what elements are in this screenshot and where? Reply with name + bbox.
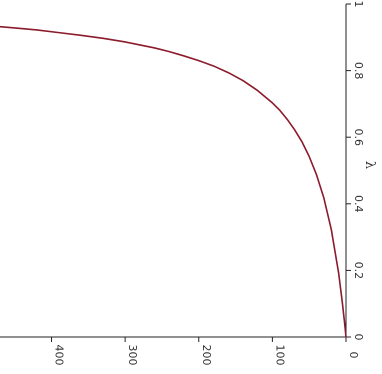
y-tick-label: 0.6 [352, 128, 365, 146]
x-tick-label: 200 [200, 345, 213, 366]
y-tick-label: 0.4 [352, 195, 365, 213]
y-tick-label: 0.2 [352, 262, 365, 280]
x-tick-label: 400 [53, 345, 66, 366]
x-tick-label: 300 [126, 345, 139, 366]
x-tick-label: 100 [273, 345, 286, 366]
series-line [0, 25, 347, 338]
axes-layer [0, 4, 347, 338]
y-tick-label: 0 [352, 334, 365, 341]
x-tick-label: 0 [347, 352, 360, 359]
ticks-layer: 400 300 200 100 0 0 0.2 0.4 0.6 0.8 1 [51, 1, 365, 366]
y-tick-label: 0.8 [352, 62, 365, 80]
y-tick-label: 1 [352, 1, 365, 8]
curve-layer [0, 25, 347, 338]
y-axis-label: λ [362, 161, 377, 169]
